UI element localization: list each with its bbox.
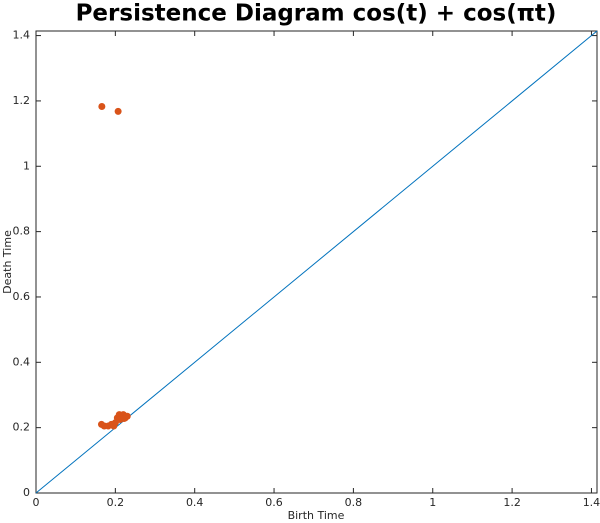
- x-tick-label: 0.8: [345, 496, 363, 509]
- y-tick-label: 0.2: [13, 421, 31, 434]
- y-axis-label: Death Time: [1, 230, 14, 294]
- y-tick-label: 0.8: [13, 225, 31, 238]
- y-tick-label: 1: [23, 159, 30, 172]
- y-tick-label: 0: [23, 486, 30, 499]
- plot-frame: [35, 30, 598, 494]
- y-tick-label: 1.2: [13, 94, 31, 107]
- chart-title: Persistence Diagram cos(t) + cos(πt): [76, 1, 557, 27]
- x-tick-label: 0.2: [107, 496, 125, 509]
- point: [98, 102, 106, 110]
- y-tick-label: 0.4: [13, 355, 31, 368]
- x-tick-label: 1.2: [503, 496, 521, 509]
- y-tick-label: 0.6: [13, 290, 31, 303]
- y-tick-label: 1.4: [13, 29, 31, 42]
- x-tick-label: 1: [429, 496, 436, 509]
- point: [114, 107, 122, 115]
- x-axis-label: Birth Time: [288, 509, 345, 522]
- x-tick-label: 0.6: [265, 496, 283, 509]
- x-tick-label: 1.4: [583, 496, 600, 509]
- x-tick-label: 0.4: [186, 496, 204, 509]
- x-tick-label: 0: [33, 496, 40, 509]
- point: [120, 415, 128, 423]
